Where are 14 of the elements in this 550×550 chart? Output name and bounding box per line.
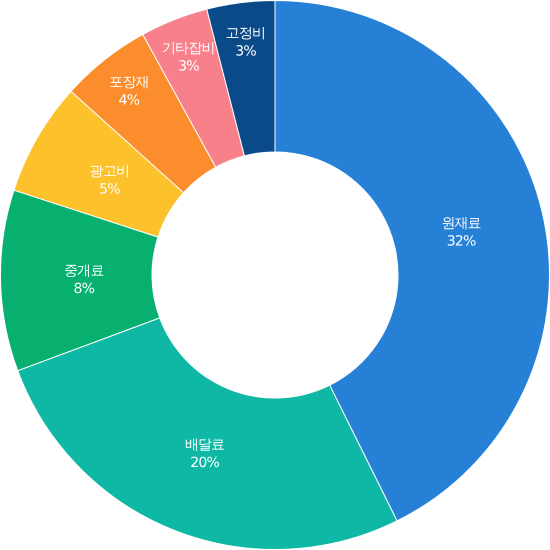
slice-label: 기타잡비 — [162, 40, 215, 56]
data-label: 20% — [190, 454, 220, 471]
slice-label: 광고비 — [90, 163, 130, 180]
slice-label: 원재료 — [441, 215, 481, 232]
slice-label: 포장재 — [109, 74, 149, 91]
data-label: 8% — [74, 281, 95, 298]
data-label: 5% — [99, 181, 120, 198]
data-label: 4% — [118, 92, 140, 109]
data-label: 3% — [235, 44, 256, 60]
data-label: 32% — [446, 233, 476, 250]
slice-label: 중개료 — [64, 263, 104, 280]
slice-label: 고정비 — [226, 26, 266, 42]
slice-label: 배달료 — [184, 436, 224, 453]
data-label: 3% — [178, 58, 200, 74]
